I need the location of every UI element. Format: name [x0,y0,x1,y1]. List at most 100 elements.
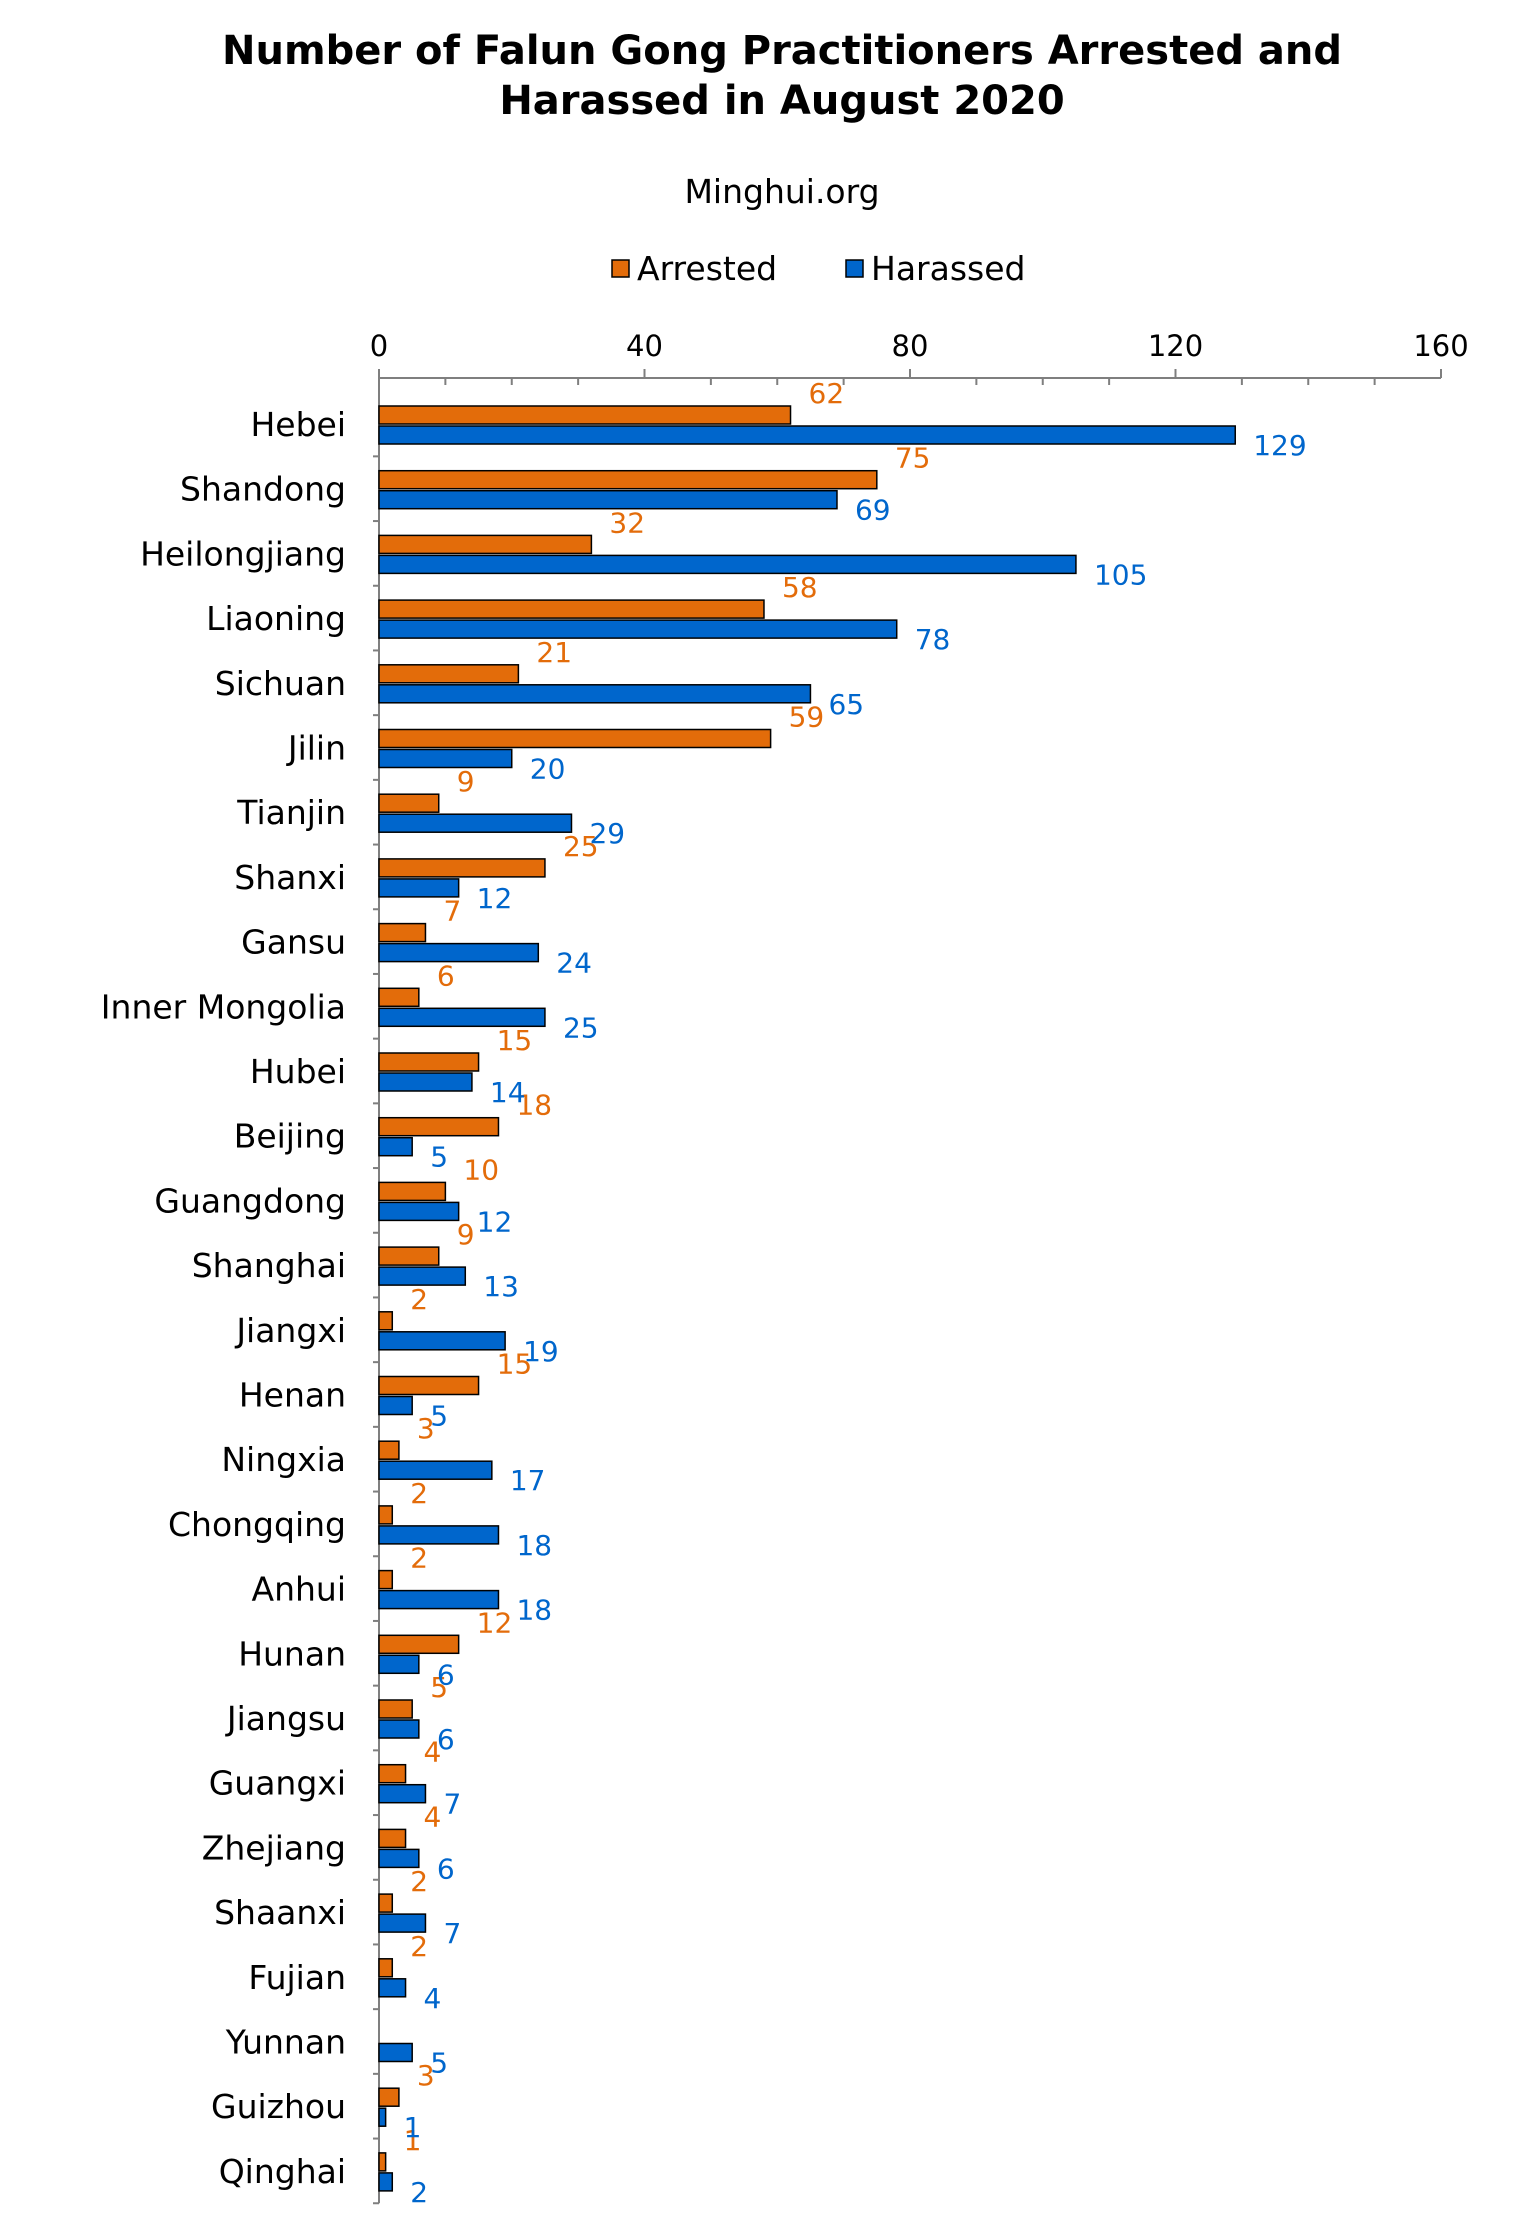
category-label: Shaanxi [214,1893,346,1932]
data-label-arrested: 15 [497,1348,533,1381]
bar-harassed [378,813,573,833]
category-label: Jiangxi [234,1311,346,1350]
bar-harassed [378,2042,413,2063]
data-label-harassed: 5 [430,2047,448,2080]
data-label-arrested: 4 [424,1736,442,1769]
bar-arrested [378,1763,407,1784]
bar-arrested [378,728,772,749]
bar-arrested [378,987,420,1008]
category-label: Shanghai [192,1246,346,1285]
legend-label-arrested: Arrested [637,249,777,288]
data-label-harassed: 24 [556,947,592,980]
data-label-harassed: 65 [828,688,864,721]
data-label-harassed: 6 [437,1658,455,1691]
data-label-arrested: 18 [516,1089,552,1122]
category-label: Shandong [180,470,346,509]
bar-harassed [378,1913,427,1933]
category-label: Sichuan [215,664,346,703]
category-label: Zhejiang [202,1828,346,1867]
category-label: Henan [239,1376,346,1415]
bar-harassed [378,619,898,639]
legend-label-harassed: Harassed [871,249,1025,288]
category-label: Gansu [241,923,346,962]
data-label-harassed: 25 [563,1011,599,1044]
category-label: Guizhou [211,2087,346,2126]
category-label: Guangdong [154,1181,346,1220]
category-label: Ningxia [221,1440,346,1479]
bar-harassed [378,554,1077,575]
bar-harassed [378,1654,420,1675]
data-label-arrested: 9 [457,1218,475,1251]
legend: Arrested Harassed [611,249,1025,288]
bars [378,405,1236,2192]
data-label-arrested: 3 [417,2059,435,2092]
data-label-harassed: 18 [516,1529,552,1562]
bar-arrested [378,1699,413,1719]
data-label-harassed: 4 [424,1982,442,2015]
bar-arrested [378,1052,480,1072]
data-label-harassed: 6 [437,1723,455,1756]
data-label-harassed: 17 [510,1464,546,1497]
bar-harassed [378,1395,413,1416]
data-label-harassed: 7 [443,1788,461,1821]
bar-harassed [378,489,838,510]
data-label-harassed: 14 [490,1076,526,1109]
bar-arrested [378,2152,387,2172]
data-label-arrested: 5 [430,1671,448,1704]
bar-arrested [378,1505,394,1525]
chart-title-line-2: Harassed in August 2020 [499,78,1064,124]
data-label-arrested: 62 [809,377,845,410]
data-label-arrested: 3 [417,1412,435,1445]
bar-harassed [378,1201,460,1222]
x-tick-label: 120 [1148,329,1203,363]
bar-harassed [378,1848,420,1869]
bar-arrested [378,1311,394,1331]
data-label-arrested: 25 [563,830,599,863]
bar-harassed [378,1266,467,1286]
bar-harassed [378,748,513,769]
bar-arrested [378,1634,460,1655]
bar-harassed [378,2107,387,2127]
data-label-harassed: 12 [477,1205,513,1238]
legend-swatch-arrested [611,259,630,278]
bar-harassed [378,1331,506,1351]
bar-arrested [378,2087,400,2107]
data-label-harassed: 12 [477,882,513,915]
data-label-arrested: 21 [536,636,572,669]
data-label-arrested: 12 [477,1606,513,1639]
bar-harassed [378,1460,493,1480]
data-label-arrested: 2 [410,1477,428,1510]
data-label-arrested: 7 [443,895,461,928]
category-label: Hunan [238,1634,346,1673]
bar-harassed [378,1072,473,1092]
labels: Hebei Shandong Heilongjiang Liaoning Sichuan… [101,377,1307,2209]
category-label: Shanxi [234,858,346,897]
chart-title-line-1: Number of Falun Gong Practitioners Arres… [222,28,1342,74]
category-label: Qinghai [219,2152,346,2191]
bar-arrested [378,1116,500,1137]
bar-arrested [378,1893,394,1913]
category-label: Tianjin [236,793,346,832]
category-label: Jiangsu [225,1699,346,1738]
bar-arrested [378,793,440,813]
data-label-harassed: 105 [1094,558,1147,591]
category-label: Fujian [248,1958,346,1997]
category-label: Inner Mongolia [101,987,346,1026]
bar-harassed [378,942,540,963]
bar-arrested [378,599,765,619]
data-label-arrested: 58 [782,571,818,604]
bar-arrested [378,1828,407,1849]
bar-harassed [378,1007,546,1028]
data-label-arrested: 59 [789,701,825,734]
category-label: Guangxi [209,1764,346,1803]
data-label-arrested: 1 [404,2124,422,2157]
bar-arrested [378,664,520,684]
data-label-harassed: 69 [855,494,891,527]
bar-harassed [378,1783,427,1804]
bar-arrested [378,1569,394,1590]
data-label-harassed: 7 [443,1917,461,1950]
data-label-arrested: 15 [497,1024,533,1057]
category-label: Liaoning [206,599,346,638]
data-label-arrested: 2 [410,1542,428,1575]
